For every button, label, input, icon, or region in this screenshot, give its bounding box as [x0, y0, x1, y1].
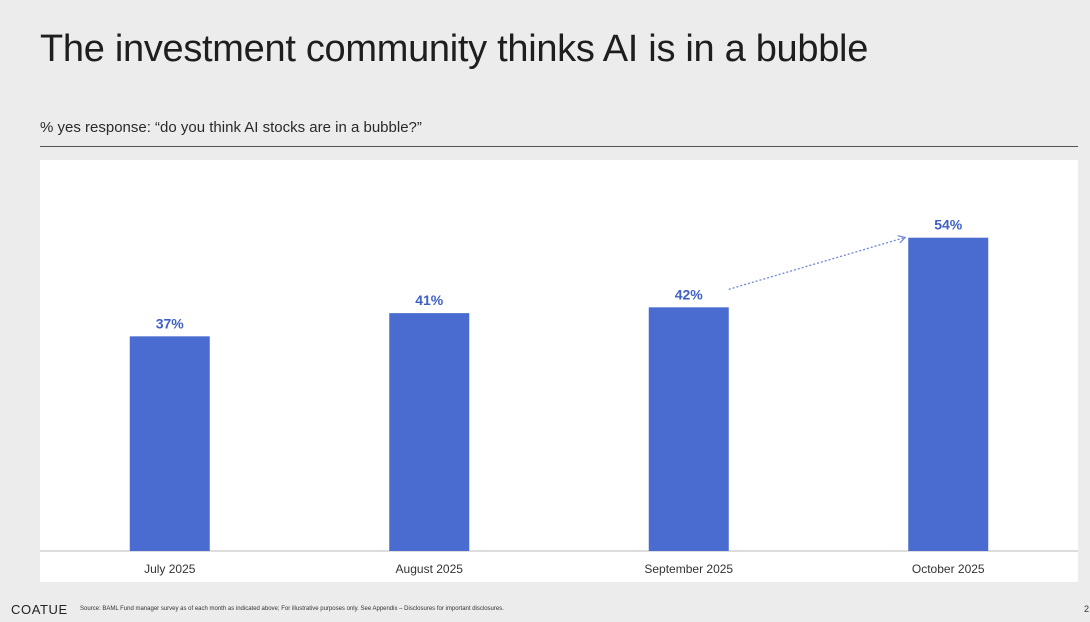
bar-chart: 37% July 2025 41% August 2025 42% September 2…	[40, 217, 1078, 576]
bar-august-2025	[389, 313, 470, 551]
x-tick-label: August 2025	[396, 562, 464, 576]
bar-july-2025	[129, 336, 210, 551]
source-note: Source: BAML Fund manager survey as of e…	[80, 606, 504, 612]
slide-title: The investment community thinks AI is in…	[40, 28, 869, 70]
footer: COATUE Source: BAML Fund manager survey …	[0, 598, 1090, 622]
page-number: 2	[1084, 604, 1090, 614]
chart-panel: 37% July 2025 41% August 2025 42% September 2…	[40, 160, 1078, 582]
x-tick-label: July 2025	[144, 562, 196, 576]
x-tick-label: September 2025	[644, 562, 733, 576]
x-tick-label: October 2025	[912, 562, 985, 576]
data-label: 54%	[934, 217, 963, 233]
bar-september-2025	[648, 307, 729, 551]
divider	[40, 146, 1078, 147]
data-label: 37%	[156, 315, 185, 331]
company-logo: COATUE	[11, 602, 68, 617]
data-label: 42%	[675, 286, 704, 302]
trend-arrow	[728, 238, 905, 290]
chart-subtitle: % yes response: “do you think AI stocks …	[40, 119, 422, 136]
bar-october-2025	[908, 237, 989, 551]
data-label: 41%	[415, 292, 444, 308]
